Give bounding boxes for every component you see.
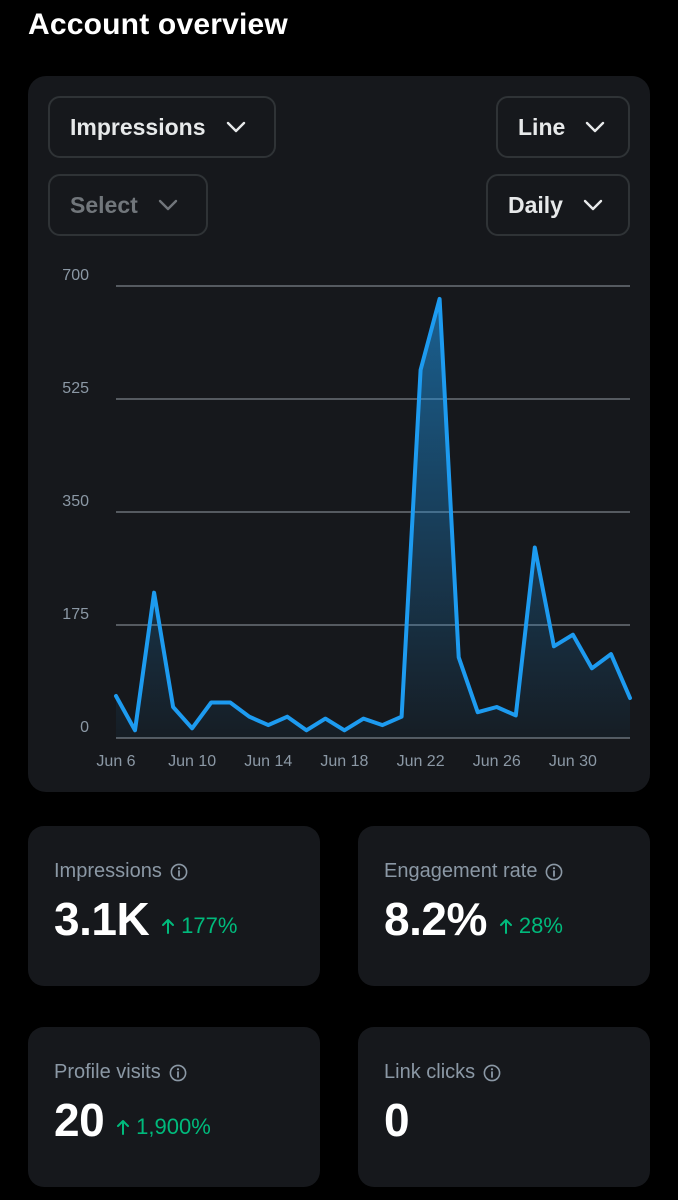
chevron-down-icon bbox=[583, 199, 603, 211]
interval-dropdown-label: Daily bbox=[508, 191, 563, 218]
stat-value: 20 bbox=[54, 1094, 105, 1146]
page-title: Account overview bbox=[28, 8, 288, 41]
stat-change: 177% bbox=[181, 913, 238, 938]
stat-value: 0 bbox=[384, 1094, 410, 1146]
info-icon[interactable] bbox=[545, 863, 563, 881]
chart-type-dropdown[interactable]: Line bbox=[496, 96, 630, 158]
y-tick-label: 175 bbox=[62, 606, 89, 623]
stat-label: Impressions bbox=[54, 860, 162, 882]
x-tick-label: Jun 30 bbox=[549, 753, 597, 770]
stat-card-link-clicks[interactable]: Link clicks 0 bbox=[358, 1027, 650, 1187]
metric-dropdown-label: Impressions bbox=[70, 113, 206, 140]
y-tick-label: 350 bbox=[62, 493, 89, 510]
stat-value: 8.2% bbox=[384, 893, 487, 945]
x-tick-label: Jun 10 bbox=[168, 753, 216, 770]
stat-label: Link clicks bbox=[384, 1061, 476, 1083]
y-tick-label: 525 bbox=[62, 380, 89, 397]
stat-card-profile-visits[interactable]: Profile visits 20 1,900% bbox=[28, 1027, 320, 1187]
interval-dropdown[interactable]: Daily bbox=[486, 174, 630, 236]
stat-label: Profile visits bbox=[54, 1061, 161, 1083]
info-icon[interactable] bbox=[169, 1064, 187, 1082]
chart-type-dropdown-label: Line bbox=[518, 113, 566, 140]
chevron-down-icon bbox=[226, 121, 245, 133]
info-icon[interactable] bbox=[483, 1064, 501, 1082]
y-tick-label: 0 bbox=[80, 719, 89, 736]
arrow-up-icon bbox=[117, 1120, 130, 1135]
series-area bbox=[116, 298, 630, 738]
x-tick-label: Jun 18 bbox=[320, 753, 368, 770]
arrow-up-icon bbox=[499, 919, 512, 934]
x-tick-label: Jun 14 bbox=[244, 753, 292, 770]
stat-card-impressions[interactable]: Impressions 3.1K 177% bbox=[28, 826, 320, 986]
metric-dropdown[interactable]: Impressions bbox=[48, 96, 276, 158]
impressions-line-chart: 0 175 350 525 700 Jun 6 Jun 10 Jun 14 Jun 18 Jun … bbox=[62, 267, 632, 770]
stat-card-engagement-rate[interactable]: Engagement rate 8.2% 28% bbox=[358, 826, 650, 986]
x-tick-label: Jun 26 bbox=[473, 753, 521, 770]
info-icon[interactable] bbox=[170, 863, 188, 881]
arrow-up-icon bbox=[162, 919, 175, 934]
stat-change: 1,900% bbox=[136, 1114, 211, 1139]
chevron-down-icon bbox=[586, 121, 605, 133]
compare-dropdown[interactable]: Select bbox=[48, 174, 208, 236]
stat-value: 3.1K bbox=[54, 893, 150, 945]
y-tick-label: 700 bbox=[62, 267, 89, 284]
compare-dropdown-label: Select bbox=[70, 191, 138, 218]
stat-change: 28% bbox=[518, 913, 563, 938]
chart-card: Impressions Line Select Daily 0 175 350 525… bbox=[28, 76, 650, 792]
series-line bbox=[114, 296, 632, 733]
stat-label: Engagement rate bbox=[384, 860, 538, 882]
x-tick-label: Jun 22 bbox=[397, 753, 445, 770]
chevron-down-icon bbox=[158, 199, 177, 211]
x-tick-label: Jun 6 bbox=[96, 753, 135, 770]
